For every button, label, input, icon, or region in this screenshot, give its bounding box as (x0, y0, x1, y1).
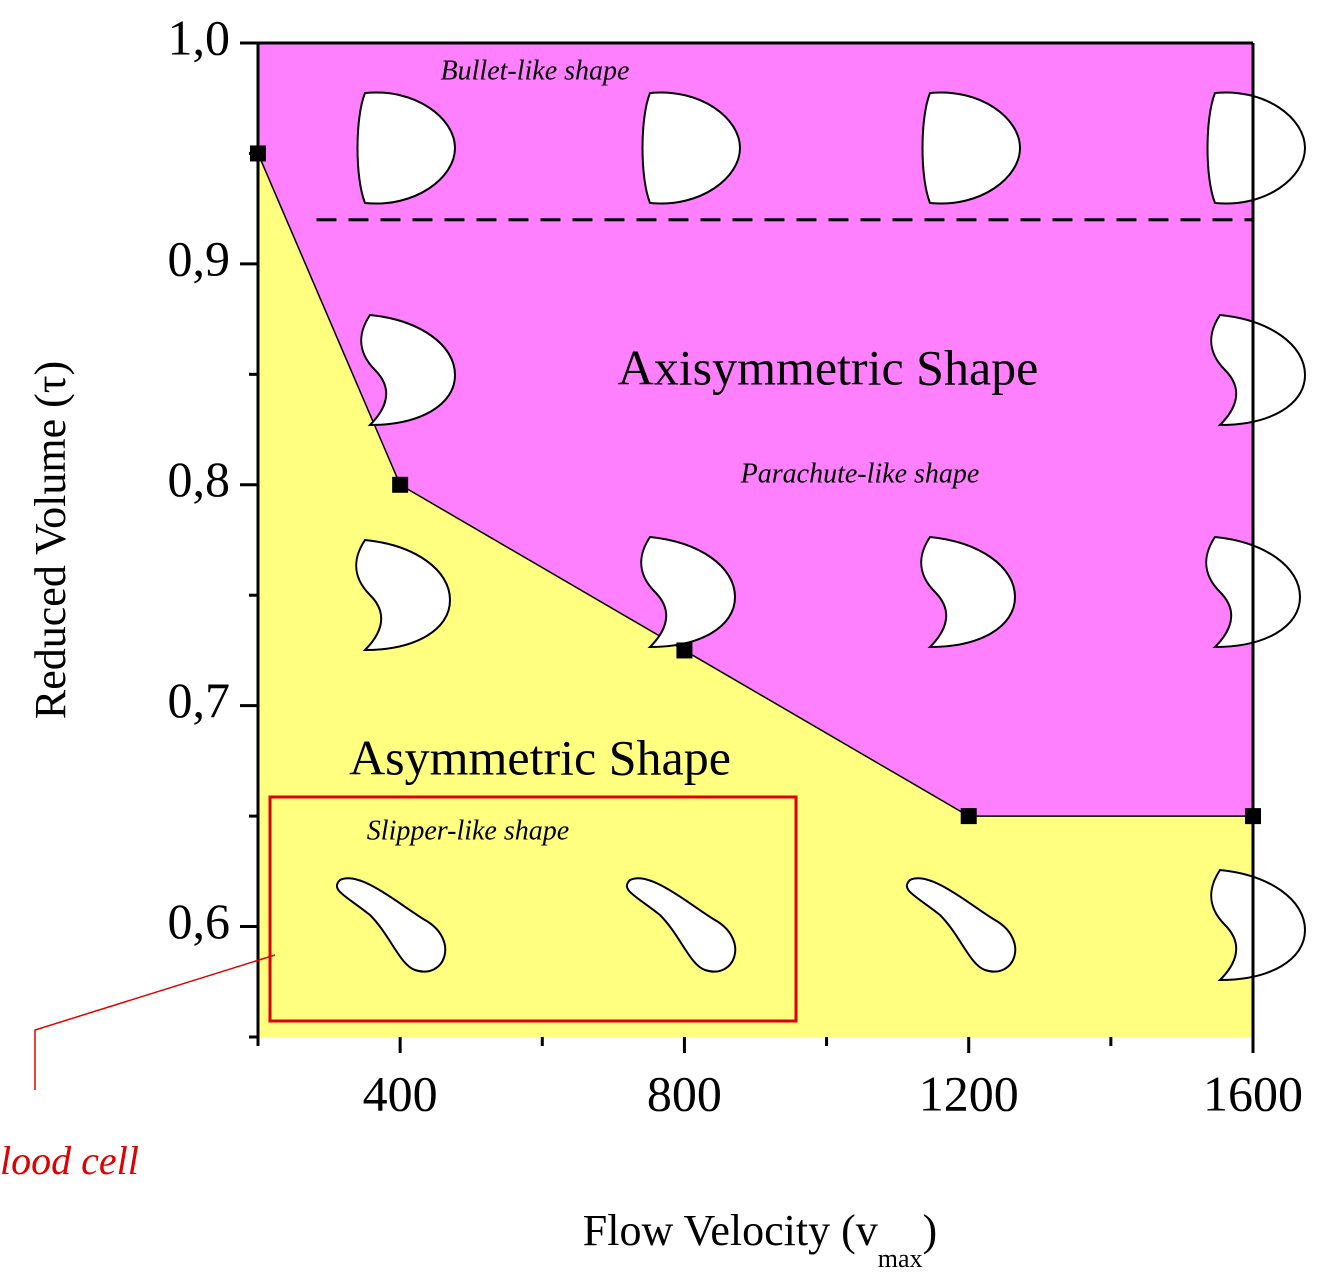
cell-shape (1210, 868, 1307, 982)
cell-shape (641, 91, 742, 205)
cell-shape (625, 877, 737, 973)
region-label: Axisymmetric Shape (618, 339, 1039, 395)
annotation: lood cell (0, 1138, 139, 1183)
y-axis-label: Reduced Volume (τ) (26, 361, 75, 719)
cell-shape (356, 91, 457, 205)
cell-shape (335, 877, 447, 973)
cell-shape (640, 535, 737, 649)
boundary-marker (676, 642, 693, 659)
cell-shape (905, 877, 1017, 973)
x-axis-label-sub: max (878, 1244, 923, 1273)
cell-shape (360, 313, 457, 427)
y-tick-label: 0,6 (168, 893, 231, 949)
boundary-marker (960, 808, 977, 825)
x-tick-label: 800 (647, 1065, 722, 1121)
x-axis-label-close: ) (923, 1206, 938, 1255)
y-tick-label: 0,8 (168, 451, 231, 507)
shape-label: Bullet-like shape (441, 55, 630, 86)
cell-shape (1206, 91, 1307, 205)
cell-shape (355, 538, 452, 652)
callout-line (34, 954, 276, 1090)
x-tick-label: 1600 (1203, 1065, 1303, 1121)
shape-label: Parachute-like shape (740, 458, 980, 489)
x-tick-label: 400 (363, 1065, 438, 1121)
cell-shape (920, 535, 1017, 649)
y-tick-label: 1,0 (168, 9, 231, 65)
boundary-marker (392, 476, 409, 493)
shape-label: Slipper-like shape (367, 815, 569, 846)
x-axis-label: Flow Velocity (vmax) (583, 1206, 937, 1273)
y-tick-label: 0,7 (168, 672, 231, 728)
x-tick-label: 1200 (919, 1065, 1019, 1121)
cell-shape (1210, 313, 1307, 427)
y-tick-label: 0,9 (168, 230, 231, 286)
x-axis-label-main: Flow Velocity (v (583, 1206, 878, 1255)
highlight-box (268, 795, 798, 1023)
cell-shape (921, 91, 1022, 205)
region-label: Asymmetric Shape (349, 729, 731, 785)
